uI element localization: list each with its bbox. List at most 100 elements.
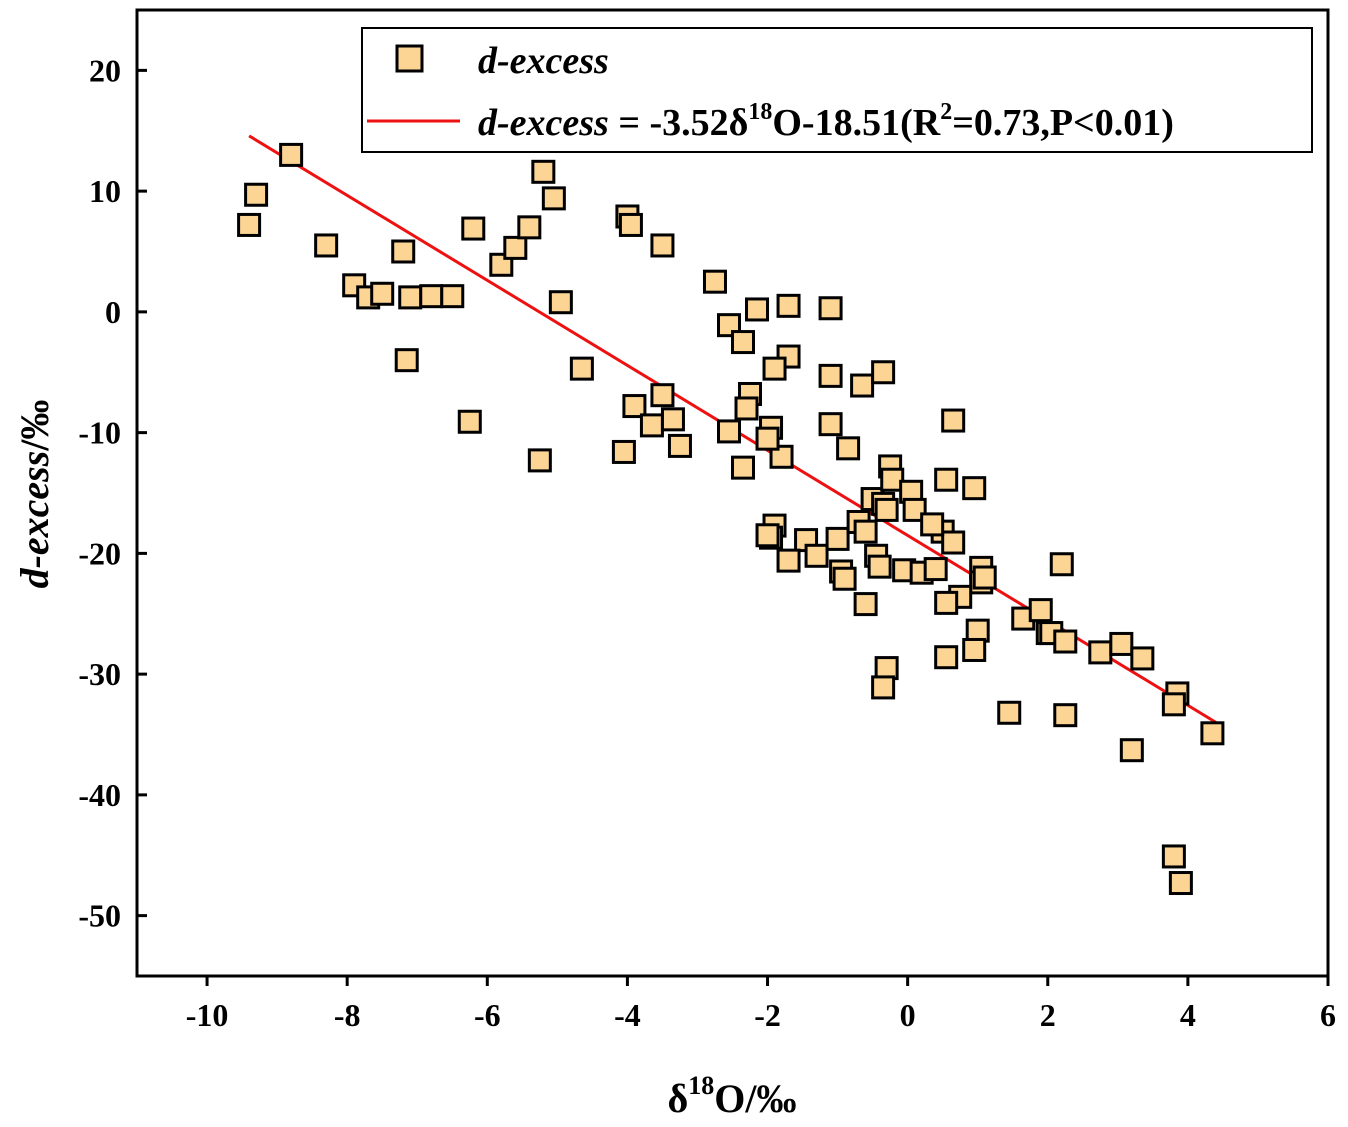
data-point [762, 356, 787, 381]
data-point [457, 409, 482, 434]
data-point [419, 284, 444, 309]
data-point [850, 373, 875, 398]
y-tick-label: -50 [78, 898, 121, 934]
data-point [660, 407, 685, 432]
data-point [503, 235, 528, 260]
data-point [244, 182, 269, 207]
data-point [398, 285, 423, 310]
data-point [871, 675, 896, 700]
y-axis-title: d-excess/‰ [12, 400, 57, 589]
data-point [934, 590, 959, 615]
data-point [667, 433, 692, 458]
data-point [962, 476, 987, 501]
legend: d-excess d-excess = -3.52δ18O-18.51(R2=0… [361, 27, 1313, 153]
x-tick-label: -6 [474, 997, 501, 1033]
data-point [1088, 640, 1113, 665]
x-tick-label: 2 [1040, 997, 1056, 1033]
y-tick-label: -40 [78, 777, 121, 813]
data-point [825, 526, 850, 551]
data-point [934, 645, 959, 670]
data-point [440, 284, 465, 309]
data-point [923, 557, 948, 582]
data-point [997, 700, 1022, 725]
x-axis: -10 -8 -6 -4 -2 0 2 4 6 [186, 976, 1336, 1033]
data-point [702, 269, 727, 294]
data-point [867, 554, 892, 579]
data-point [745, 297, 770, 322]
data-point [1119, 738, 1144, 763]
data-point [541, 186, 566, 211]
data-point [650, 383, 675, 408]
data-point [832, 566, 857, 591]
data-points [237, 142, 1225, 896]
data-point [804, 543, 829, 568]
data-point [618, 212, 643, 237]
data-point [853, 592, 878, 617]
x-tick-label: 6 [1320, 997, 1336, 1033]
x-tick-label: -10 [186, 997, 229, 1033]
x-tick-label: 0 [900, 997, 916, 1033]
data-point [517, 215, 542, 240]
data-point [941, 530, 966, 555]
data-point [622, 394, 647, 419]
data-point [902, 497, 927, 522]
data-point [1161, 692, 1186, 717]
data-point [972, 565, 997, 590]
data-point [1053, 629, 1078, 654]
data-point [394, 348, 419, 373]
y-tick-label: -30 [78, 656, 121, 692]
data-point [370, 281, 395, 306]
data-point [871, 360, 896, 385]
y-tick-label: -20 [78, 535, 121, 571]
data-point [531, 159, 556, 184]
data-point [1109, 631, 1134, 656]
x-tick-label: 4 [1180, 997, 1196, 1033]
data-point [874, 497, 899, 522]
data-point [1049, 552, 1074, 577]
data-point [734, 396, 759, 421]
data-point [1161, 844, 1186, 869]
data-point [880, 467, 905, 492]
data-point [1028, 598, 1053, 623]
data-point [461, 216, 486, 241]
data-point [920, 512, 945, 537]
data-point [769, 444, 794, 469]
data-point [527, 448, 552, 473]
data-point [279, 142, 304, 167]
y-tick-label: 10 [89, 173, 121, 209]
data-point [1168, 871, 1193, 896]
data-point [755, 426, 780, 451]
data-point [962, 637, 987, 662]
x-axis-title: δ18O/‰ [668, 1071, 797, 1121]
data-point [391, 239, 416, 264]
data-point [1053, 703, 1078, 728]
data-point [755, 523, 780, 548]
legend-fit-label: d-excess = -3.52δ18O-18.51(R2=0.73,P<0.0… [478, 99, 1174, 144]
data-point [818, 412, 843, 437]
data-point [548, 290, 573, 315]
data-point [776, 548, 801, 573]
data-point [836, 436, 861, 461]
legend-box [361, 27, 1313, 153]
plot-frame [135, 8, 1330, 978]
data-point [731, 330, 756, 355]
data-point [716, 419, 741, 444]
y-axis: 20 10 0 -10 -20 -30 -40 -50 [78, 52, 147, 934]
y-tick-label: 20 [89, 52, 121, 88]
data-point [818, 296, 843, 321]
data-point [731, 455, 756, 480]
data-point [1200, 721, 1225, 746]
legend-series-label: d-excess [478, 40, 609, 82]
data-point [776, 293, 801, 318]
data-point [650, 233, 675, 258]
x-tick-label: -2 [754, 997, 781, 1033]
data-point [941, 408, 966, 433]
x-tick-label: -8 [334, 997, 361, 1033]
data-point [611, 439, 636, 464]
data-point [818, 363, 843, 388]
x-tick-label: -4 [614, 997, 641, 1033]
data-point [1130, 646, 1155, 671]
data-point [314, 233, 339, 258]
data-point [237, 212, 262, 237]
